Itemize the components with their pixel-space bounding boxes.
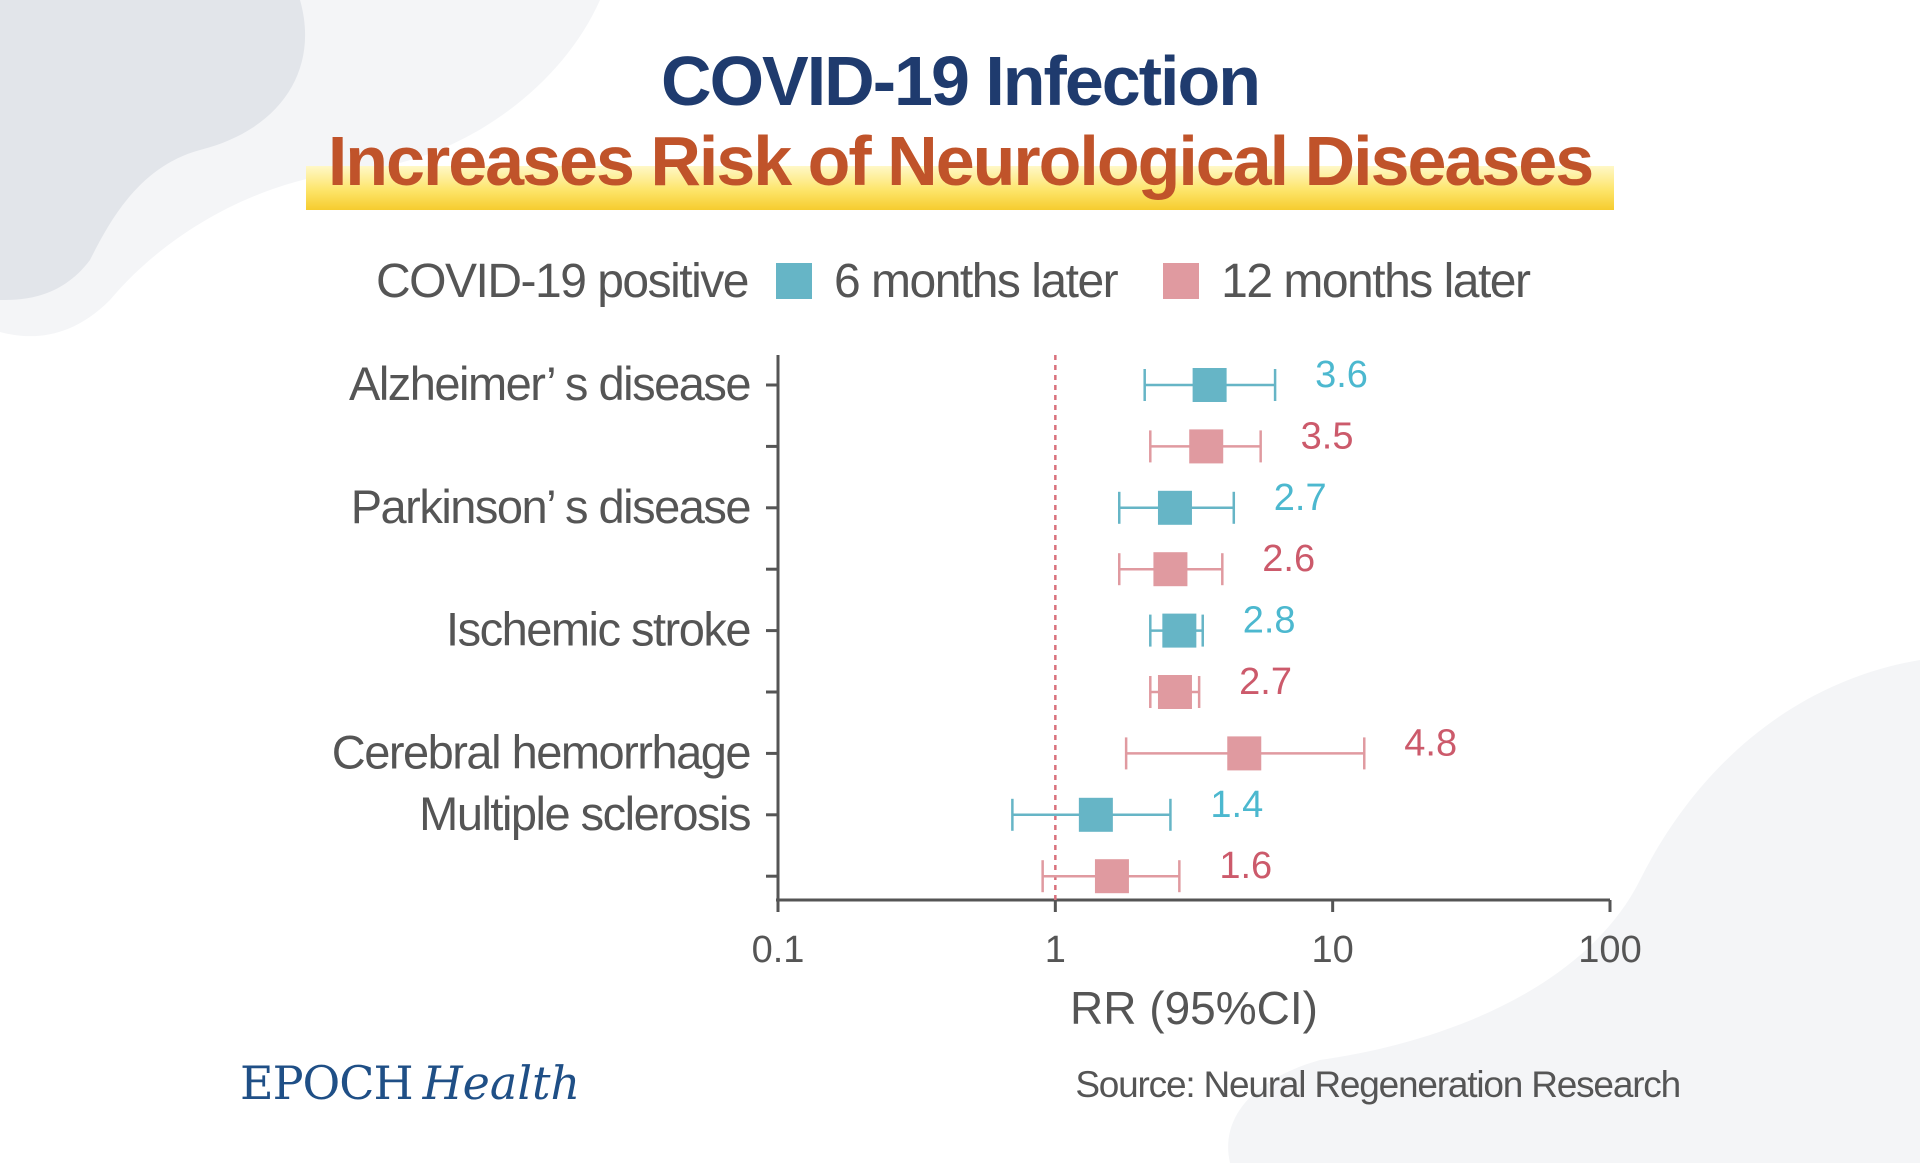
x-tick-label: 0.1 — [752, 929, 805, 971]
rr-value-label: 2.7 — [1239, 661, 1292, 703]
rr-marker — [1157, 490, 1192, 525]
x-tick-label: 1 — [1045, 929, 1066, 971]
rr-marker — [1078, 797, 1113, 832]
data-row-12-months: 2.6 — [1117, 538, 1315, 587]
rr-value-label: 3.6 — [1315, 354, 1368, 396]
data-row-6-months: 3.6 — [1143, 354, 1368, 402]
brand-logo: EPOCH Health — [240, 1056, 580, 1110]
data-row-6-months: 1.4 — [1011, 784, 1263, 832]
rr-marker — [1227, 736, 1262, 771]
data-row-12-months: 1.6 — [1041, 845, 1272, 894]
source-credit: Source: Neural Regeneration Research — [1075, 1064, 1681, 1105]
title-line-2: Increases Risk of Neurological Diseases — [327, 122, 1594, 200]
axes: 0.1 1 10 100 — [752, 355, 1642, 971]
category-label: Alzheimer’ s disease — [349, 357, 750, 410]
x-axis-label: RR (95%CI) — [1070, 982, 1318, 1034]
data-row-12-months: 3.5 — [1149, 415, 1354, 464]
rr-value-label: 4.8 — [1404, 722, 1457, 764]
legend-label-12-months: 12 months later — [1221, 254, 1531, 308]
data-row-12-months: 2.7 — [1149, 661, 1292, 709]
rr-value-label: 1.4 — [1210, 784, 1263, 826]
data-marks: 3.6 3.5 2.7 2.6 2.8 2.7 4.8 1.4 1.6 — [1011, 354, 1457, 894]
legend-group-label: COVID-19 positive — [376, 254, 749, 308]
category-label: Ischemic stroke — [446, 603, 750, 656]
legend-label-6-months: 6 months later — [833, 254, 1119, 308]
brand-secondary: Health — [422, 1056, 581, 1110]
legend-swatch-12-months — [1163, 263, 1200, 299]
category-labels: Alzheimer’ s disease Parkinson’ s disease… — [332, 357, 752, 840]
data-row-6-months: 2.7 — [1117, 477, 1327, 525]
legend: COVID-19 positive 6 months later 12 mont… — [376, 253, 1531, 309]
rr-value-label: 2.8 — [1243, 600, 1296, 642]
category-label: Multiple sclerosis — [419, 787, 750, 840]
rr-marker — [1153, 552, 1188, 587]
data-row-12-months: 4.8 — [1124, 722, 1457, 771]
chart-title: COVID-19 Infection Increases Risk of Neu… — [0, 40, 1920, 210]
title-line-1: COVID-19 Infection — [661, 42, 1261, 120]
background-blob-top-left-dark — [0, 0, 306, 300]
title-highlight-bar — [305, 166, 1615, 210]
title-line-2-wrap: Increases Risk of Neurological Diseases — [305, 120, 1615, 210]
rr-value-label: 2.6 — [1262, 538, 1315, 580]
rr-value-label: 2.7 — [1274, 477, 1327, 519]
rr-marker — [1094, 859, 1129, 894]
brand-primary: EPOCH — [240, 1056, 414, 1110]
rr-marker — [1192, 368, 1227, 402]
legend-swatch-6-months — [775, 263, 812, 299]
rr-value-label: 3.5 — [1301, 415, 1354, 457]
rr-value-label: 1.6 — [1219, 845, 1272, 887]
rr-marker — [1157, 675, 1192, 709]
x-tick-label: 10 — [1312, 929, 1354, 971]
data-row-6-months: 2.8 — [1149, 600, 1296, 648]
rr-marker — [1189, 429, 1224, 464]
rr-marker — [1162, 613, 1197, 648]
background-blob-bottom-right — [1228, 660, 1920, 1163]
category-label: Cerebral hemorrhage — [332, 725, 751, 778]
x-tick-label: 100 — [1578, 929, 1641, 971]
category-label: Parkinson’ s disease — [351, 480, 751, 533]
